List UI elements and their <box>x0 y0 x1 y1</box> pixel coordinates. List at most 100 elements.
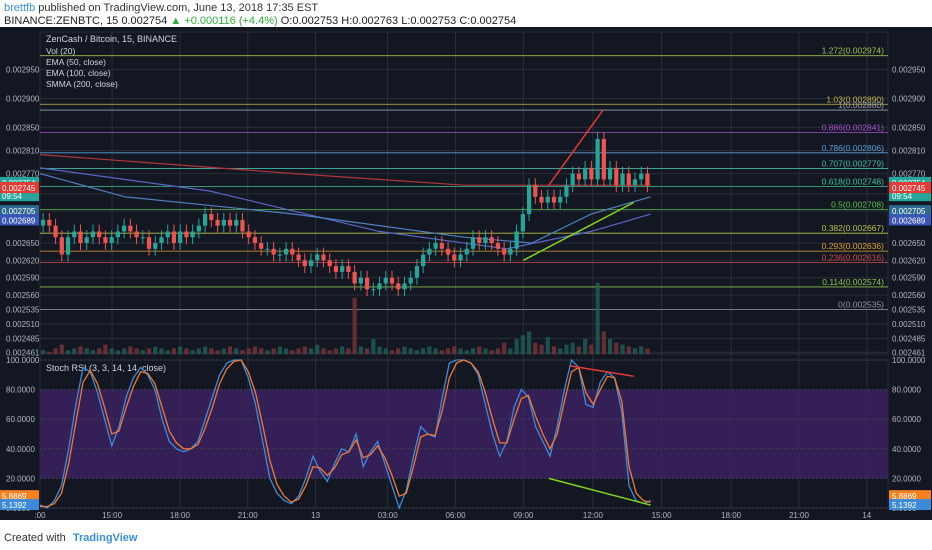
volume-bar <box>414 350 420 354</box>
y-tick-label-left: 0.002770 <box>6 170 40 179</box>
volume-bar <box>564 344 569 354</box>
symbol-line: BINANCE:ZENBTC, 15 0.002754 ▲ +0.000116 … <box>4 15 516 27</box>
fib-level-label: 1.03(0.002890) <box>826 94 884 104</box>
rsi-tick-right: 40.0000 <box>892 445 921 454</box>
volume-bar <box>520 335 525 354</box>
rsi-tick-right: 80.0000 <box>892 386 921 395</box>
y-tick-label-right: 0.002900 <box>892 94 926 103</box>
volume-bar <box>246 348 251 354</box>
y-tick-label-right: 0.002510 <box>892 320 926 329</box>
volume-bar <box>470 348 476 354</box>
candle-body <box>570 173 575 186</box>
ema-50-line <box>39 173 651 244</box>
volume-bar <box>340 346 345 354</box>
volume-bar <box>408 348 413 354</box>
candle-body <box>53 225 58 238</box>
candle-body <box>477 237 482 244</box>
candle-body <box>47 219 52 226</box>
volume-bar <box>526 331 532 354</box>
candle-body <box>620 173 625 186</box>
candle-body <box>352 271 357 284</box>
open-value: O:0.002753 <box>280 15 339 27</box>
candle-body <box>234 219 239 226</box>
stoch-d-line <box>40 359 651 508</box>
volume-bar <box>427 346 432 354</box>
candle-body <box>470 237 476 249</box>
volume-bar <box>184 348 189 354</box>
candle-body <box>607 167 613 180</box>
rsi-trend-line <box>548 477 651 506</box>
volume-bar <box>576 346 582 354</box>
volume-bar <box>134 348 139 354</box>
chart-panel[interactable]: 0.002950 0.002950 0.002900 0.002900 0.002850… <box>0 27 932 520</box>
volume-bar <box>607 339 613 354</box>
price-tag-right <box>889 214 931 226</box>
candle-body <box>583 167 588 180</box>
volume-bar <box>452 346 457 354</box>
volume-bar <box>508 348 513 354</box>
y-tick-label-left: 0.002485 <box>6 334 40 343</box>
candle-body <box>445 248 451 255</box>
price-tag-right <box>889 182 931 194</box>
candle-body <box>346 266 351 272</box>
candle-body <box>134 231 139 238</box>
y-tick-label-right: 0.002650 <box>892 239 926 248</box>
volume-bar <box>371 339 376 354</box>
rsi-tick-right: 60.0000 <box>892 415 921 424</box>
candle-body <box>196 225 201 232</box>
candle-body <box>240 219 245 232</box>
volume-bar <box>190 350 195 354</box>
volume-bar <box>290 350 295 354</box>
volume-bar <box>84 348 89 354</box>
publish-line: brettfb published on TradingView.com, Ju… <box>4 2 318 14</box>
volume-bar <box>240 350 245 354</box>
candle-body <box>545 196 550 203</box>
volume-bar <box>445 348 451 354</box>
candle-body <box>184 231 189 238</box>
volume-bar <box>551 346 557 354</box>
candle-body <box>551 196 557 203</box>
volume-bar <box>72 348 77 354</box>
candle-body <box>271 248 276 255</box>
volume-bar <box>639 346 644 354</box>
rsi-value-label-left: 5.1392 <box>2 501 27 510</box>
candle-body <box>128 225 133 232</box>
candle-body <box>190 231 195 238</box>
candle-body <box>595 138 600 180</box>
price-tag-label-right: 0.002745 <box>892 184 926 193</box>
volume-bar <box>333 348 339 354</box>
low-value: L:0.002753 <box>401 15 457 27</box>
volume-bar <box>383 348 388 354</box>
price-tag-right <box>889 190 931 202</box>
fib-level-label: 1.272(0.002974) <box>822 46 885 56</box>
fib-level-label: 0.382(0.002667) <box>822 223 885 233</box>
candle-body <box>340 266 345 272</box>
candle-body <box>277 254 282 256</box>
price-tag-left <box>0 205 39 217</box>
rsi-tick-left: 40.0000 <box>6 445 35 454</box>
rsi-tick-left: 80.0000 <box>6 386 35 395</box>
tradingview-logo[interactable]: TradingView <box>72 532 138 544</box>
candle-body <box>290 248 295 255</box>
main-pane-frame <box>39 31 889 355</box>
candle-body <box>327 260 332 267</box>
volume-bar <box>153 346 158 354</box>
close-value: C:0.002754 <box>459 15 517 27</box>
author-link[interactable]: brettfb <box>4 2 36 14</box>
volume-bar <box>215 350 220 354</box>
candle-body <box>371 289 376 291</box>
candle-body <box>72 231 77 238</box>
chart-svg[interactable]: 0.002950 0.002950 0.002900 0.002900 0.002850… <box>0 27 932 520</box>
candle-body <box>90 231 96 238</box>
fib-level-label: 0.114(0.002574) <box>822 277 884 287</box>
y-tick-label-left: 0.002850 <box>6 123 40 132</box>
candle-body <box>65 237 71 255</box>
x-tick-label: :00 <box>34 511 46 520</box>
volume-bar <box>296 348 301 354</box>
volume-bar <box>265 350 270 354</box>
candle-body <box>41 219 46 226</box>
volume-bar <box>514 339 519 354</box>
candle-body <box>632 179 638 186</box>
candle-body <box>115 231 120 238</box>
volume-bar <box>589 344 594 354</box>
